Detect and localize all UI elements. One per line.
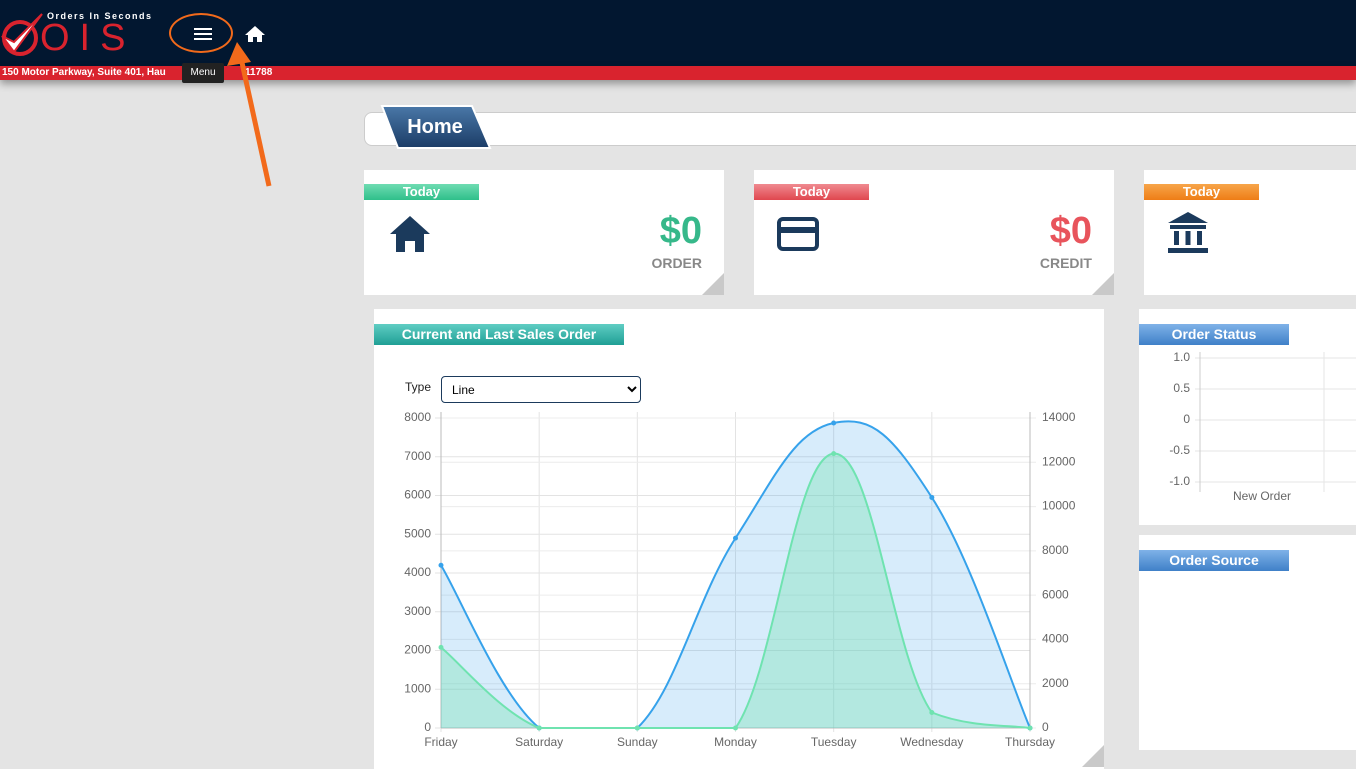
card-value: $0 [1049, 210, 1092, 252]
brand-name: OIS [40, 17, 136, 59]
type-select[interactable]: Line [441, 376, 641, 403]
top-bar: Orders In Seconds OIS [0, 0, 1356, 66]
card-caption: CREDIT [1039, 255, 1092, 271]
address-end: 11788 [245, 67, 273, 78]
address-bar: 150 Motor Parkway, Suite 401, Hau 11788 [0, 66, 1356, 80]
card-icon [1168, 212, 1208, 253]
card-fold [1092, 273, 1114, 295]
panel-title: Current and Last Sales Order [374, 324, 624, 345]
card-credit: Today $0 CREDIT [754, 170, 1114, 295]
panel-title: Order Source [1139, 550, 1289, 571]
sales-panel: Current and Last Sales Order Type Line [374, 309, 1104, 769]
panel-title: Order Status [1139, 324, 1289, 345]
menu-button[interactable] [192, 25, 214, 43]
card-icon [777, 217, 819, 251]
card-label: Today [1144, 184, 1259, 200]
card-label: Today [364, 184, 479, 200]
card-value: $0 [659, 210, 702, 252]
card-bank: Today [1144, 170, 1356, 295]
address-start: 150 Motor Parkway, Suite 401, Hau [2, 67, 166, 78]
breadcrumb-title: Home [407, 116, 463, 138]
highlight-circle [169, 13, 233, 53]
card-order: Today $0 ORDER [364, 170, 724, 295]
source-panel: Order Source [1139, 535, 1356, 750]
logo-mark [1, 13, 43, 56]
tooltip: Menu [182, 63, 224, 83]
card-label: Today [754, 184, 869, 200]
breadcrumb-tab [380, 105, 492, 149]
annotation-arrow [227, 42, 272, 187]
home-button[interactable] [244, 24, 266, 44]
brand-tagline: Orders In Seconds [47, 11, 153, 21]
card-caption: ORDER [651, 255, 702, 271]
card-fold [702, 273, 724, 295]
card-icon [390, 216, 430, 252]
type-label: Type [405, 380, 432, 394]
panel-fold [1082, 745, 1104, 767]
breadcrumb-bar [364, 112, 1356, 146]
status-panel: Order Status [1139, 309, 1356, 525]
